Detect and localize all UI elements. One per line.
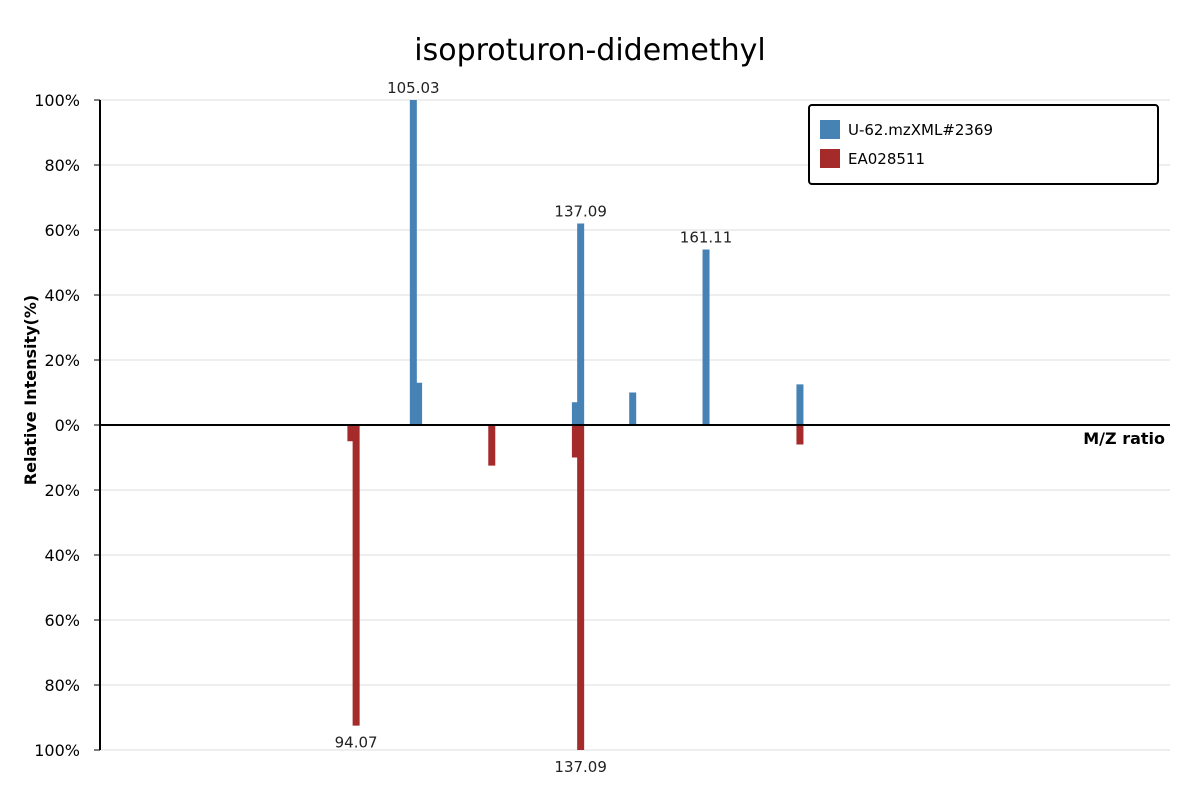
peak-bar-sample [577,223,585,425]
y-tick-label: 100% [34,91,80,110]
x-axis-label: M/Z ratio [1083,429,1165,448]
y-tick-label: 80% [44,676,80,695]
peak-bar-reference [577,425,585,750]
peak-label: 137.09 [554,203,607,221]
peak-bar-sample [415,382,423,425]
chart-title: isoproturon-didemethyl [414,33,765,68]
peaks: 105.03 137.09 161.11 94.07 137.09 [335,79,804,776]
legend-swatch [820,149,840,168]
peak-label: 137.09 [554,758,607,776]
y-axis: 100% 80% 60% 40% 20% 0% 20% 40% 60% 80% 100% [34,91,101,760]
peak-bar-sample [629,392,637,425]
y-tick-label: 20% [44,351,80,370]
peak-bar-reference [796,425,804,445]
y-tick-label: 0% [55,416,80,435]
peak-bar-reference [352,425,360,726]
y-tick-label: 60% [44,611,80,630]
legend: U-62.mzXML#2369 EA028511 [808,104,1159,185]
y-axis-label: Relative Intensity(%) [21,295,40,485]
peak-bar-reference [347,425,355,442]
peak-label: 94.07 [335,734,378,752]
peak-bar-sample [796,384,804,425]
peak-bar-sample [409,100,417,425]
peak-label: 105.03 [387,79,440,97]
y-tick-label: 40% [44,546,80,565]
y-tick-label: 60% [44,221,80,240]
peak-bar-sample [571,402,579,425]
peak-bar-sample [702,249,710,425]
peak-bar-reference [488,425,496,466]
peak-label: 161.11 [680,229,733,247]
y-tick-label: 40% [44,286,80,305]
y-tick-label: 100% [34,741,80,760]
peak-bar-reference [571,425,579,458]
gridlines [100,99,1170,751]
legend-swatch [820,120,840,139]
y-tick-label: 20% [44,481,80,500]
legend-box [808,104,1159,185]
legend-label: EA028511 [848,150,925,168]
y-tick-label: 80% [44,156,80,175]
legend-label: U-62.mzXML#2369 [848,121,993,139]
